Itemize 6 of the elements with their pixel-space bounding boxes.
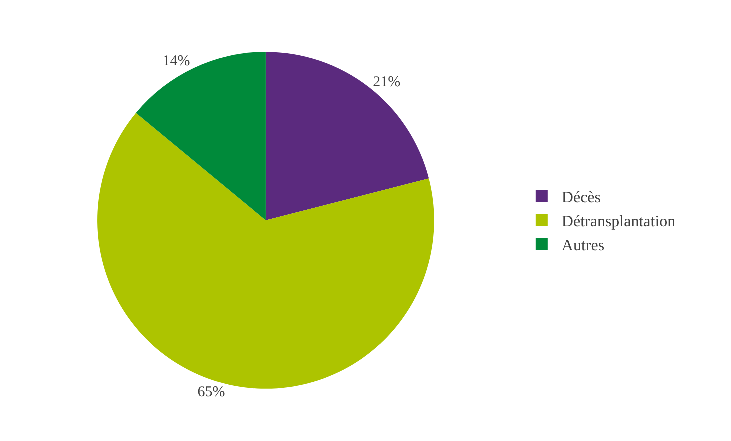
legend-label: Autres: [562, 237, 605, 254]
legend-label: Détransplantation: [562, 213, 676, 230]
data-label: 65%: [198, 384, 226, 400]
data-label: 21%: [373, 74, 401, 90]
legend-label: Décès: [562, 190, 602, 207]
data-label: 14%: [162, 54, 190, 70]
